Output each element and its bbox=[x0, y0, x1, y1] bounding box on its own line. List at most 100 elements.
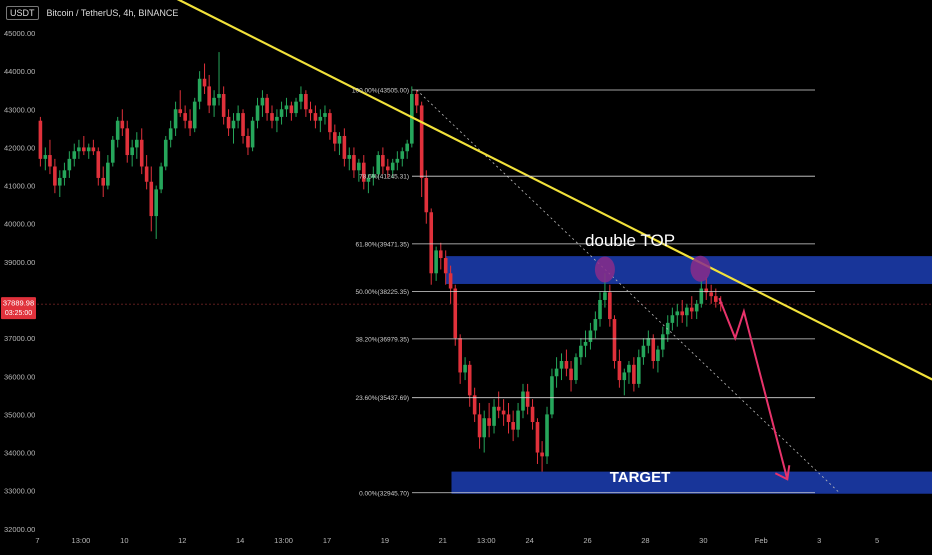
candle[interactable] bbox=[545, 414, 549, 457]
candle[interactable] bbox=[62, 170, 67, 178]
candle[interactable] bbox=[487, 418, 491, 426]
candle[interactable] bbox=[294, 101, 298, 114]
candle[interactable] bbox=[347, 155, 352, 159]
candle[interactable] bbox=[231, 120, 236, 129]
candle[interactable] bbox=[622, 372, 627, 381]
candle[interactable] bbox=[207, 86, 211, 106]
candle[interactable] bbox=[265, 97, 269, 114]
candle[interactable] bbox=[318, 116, 323, 121]
candle[interactable] bbox=[603, 292, 607, 300]
candle[interactable] bbox=[361, 162, 366, 182]
candle[interactable] bbox=[352, 155, 356, 171]
candle[interactable] bbox=[593, 319, 598, 331]
candle[interactable] bbox=[646, 338, 651, 346]
candle[interactable] bbox=[221, 94, 226, 117]
candle[interactable] bbox=[385, 166, 390, 171]
candle[interactable] bbox=[299, 94, 303, 102]
candle[interactable] bbox=[569, 368, 573, 381]
resistance-zone[interactable] bbox=[445, 256, 932, 284]
candle[interactable] bbox=[665, 322, 670, 335]
candle[interactable] bbox=[241, 113, 245, 136]
candle[interactable] bbox=[328, 113, 332, 133]
candle[interactable] bbox=[43, 155, 48, 159]
candle[interactable] bbox=[163, 139, 168, 167]
candle[interactable] bbox=[482, 418, 486, 438]
candle[interactable] bbox=[67, 158, 72, 171]
candle[interactable] bbox=[289, 105, 294, 114]
candle[interactable] bbox=[608, 292, 612, 320]
current-price-tag[interactable] bbox=[1, 297, 36, 320]
top-marker-2[interactable] bbox=[690, 255, 711, 282]
candle[interactable] bbox=[357, 162, 361, 171]
candle[interactable] bbox=[323, 113, 327, 117]
candle[interactable] bbox=[77, 147, 81, 152]
candle[interactable] bbox=[154, 189, 158, 217]
candle[interactable] bbox=[636, 357, 641, 384]
candle[interactable] bbox=[178, 109, 183, 114]
candle[interactable] bbox=[453, 288, 458, 339]
candle[interactable] bbox=[598, 299, 602, 320]
candle[interactable] bbox=[96, 151, 101, 178]
candle[interactable] bbox=[588, 330, 593, 342]
candle[interactable] bbox=[699, 288, 704, 304]
candle[interactable] bbox=[366, 177, 371, 182]
candle[interactable] bbox=[521, 391, 525, 411]
descending-trendline[interactable] bbox=[9, 0, 932, 381]
candle[interactable] bbox=[540, 452, 544, 457]
candle[interactable] bbox=[376, 155, 381, 175]
candle[interactable] bbox=[130, 147, 134, 156]
candle[interactable] bbox=[685, 307, 689, 316]
candle[interactable] bbox=[429, 212, 434, 274]
candle[interactable] bbox=[680, 311, 685, 316]
candle[interactable] bbox=[110, 139, 115, 163]
candle[interactable] bbox=[101, 177, 106, 186]
candle[interactable] bbox=[371, 174, 376, 178]
candle[interactable] bbox=[139, 139, 144, 167]
candle[interactable] bbox=[564, 361, 569, 369]
candle[interactable] bbox=[492, 406, 496, 426]
candle[interactable] bbox=[197, 78, 202, 102]
candle[interactable] bbox=[217, 94, 221, 98]
target-zone[interactable] bbox=[451, 471, 932, 494]
candle[interactable] bbox=[275, 116, 279, 121]
candle[interactable] bbox=[192, 101, 197, 129]
candle[interactable] bbox=[472, 395, 477, 415]
candle[interactable] bbox=[159, 166, 163, 190]
candle[interactable] bbox=[260, 97, 265, 106]
candle[interactable] bbox=[125, 128, 130, 156]
candle[interactable] bbox=[675, 311, 680, 316]
candle[interactable] bbox=[670, 315, 675, 323]
candle[interactable] bbox=[144, 166, 149, 182]
candle[interactable] bbox=[255, 105, 260, 121]
candle[interactable] bbox=[38, 120, 43, 159]
candle[interactable] bbox=[390, 162, 395, 171]
candle[interactable] bbox=[661, 334, 665, 350]
candle[interactable] bbox=[434, 250, 438, 274]
candle[interactable] bbox=[583, 341, 588, 346]
top-marker-1[interactable] bbox=[594, 256, 615, 283]
candle[interactable] bbox=[313, 113, 318, 121]
candle[interactable] bbox=[651, 338, 656, 362]
candle[interactable] bbox=[579, 345, 583, 358]
candle[interactable] bbox=[236, 113, 240, 121]
candle[interactable] bbox=[694, 303, 699, 312]
candle[interactable] bbox=[91, 147, 96, 152]
candle[interactable] bbox=[516, 410, 520, 430]
candle[interactable] bbox=[458, 338, 462, 373]
currency-badge[interactable]: USDT bbox=[6, 6, 39, 20]
candle[interactable] bbox=[410, 94, 414, 144]
candle[interactable] bbox=[535, 422, 540, 453]
candle[interactable] bbox=[448, 273, 453, 289]
candle[interactable] bbox=[467, 364, 472, 396]
candle[interactable] bbox=[443, 258, 448, 274]
candle[interactable] bbox=[106, 162, 110, 186]
candle[interactable] bbox=[511, 422, 515, 430]
symbol-title[interactable]: Bitcoin / TetherUS, 4h, BINANCE bbox=[46, 8, 179, 18]
candle[interactable] bbox=[530, 406, 535, 423]
candle[interactable] bbox=[709, 292, 713, 297]
candle[interactable] bbox=[250, 120, 255, 148]
candle[interactable] bbox=[183, 113, 187, 121]
candle[interactable] bbox=[689, 307, 694, 312]
candle[interactable] bbox=[120, 120, 125, 129]
candle[interactable] bbox=[202, 78, 207, 87]
